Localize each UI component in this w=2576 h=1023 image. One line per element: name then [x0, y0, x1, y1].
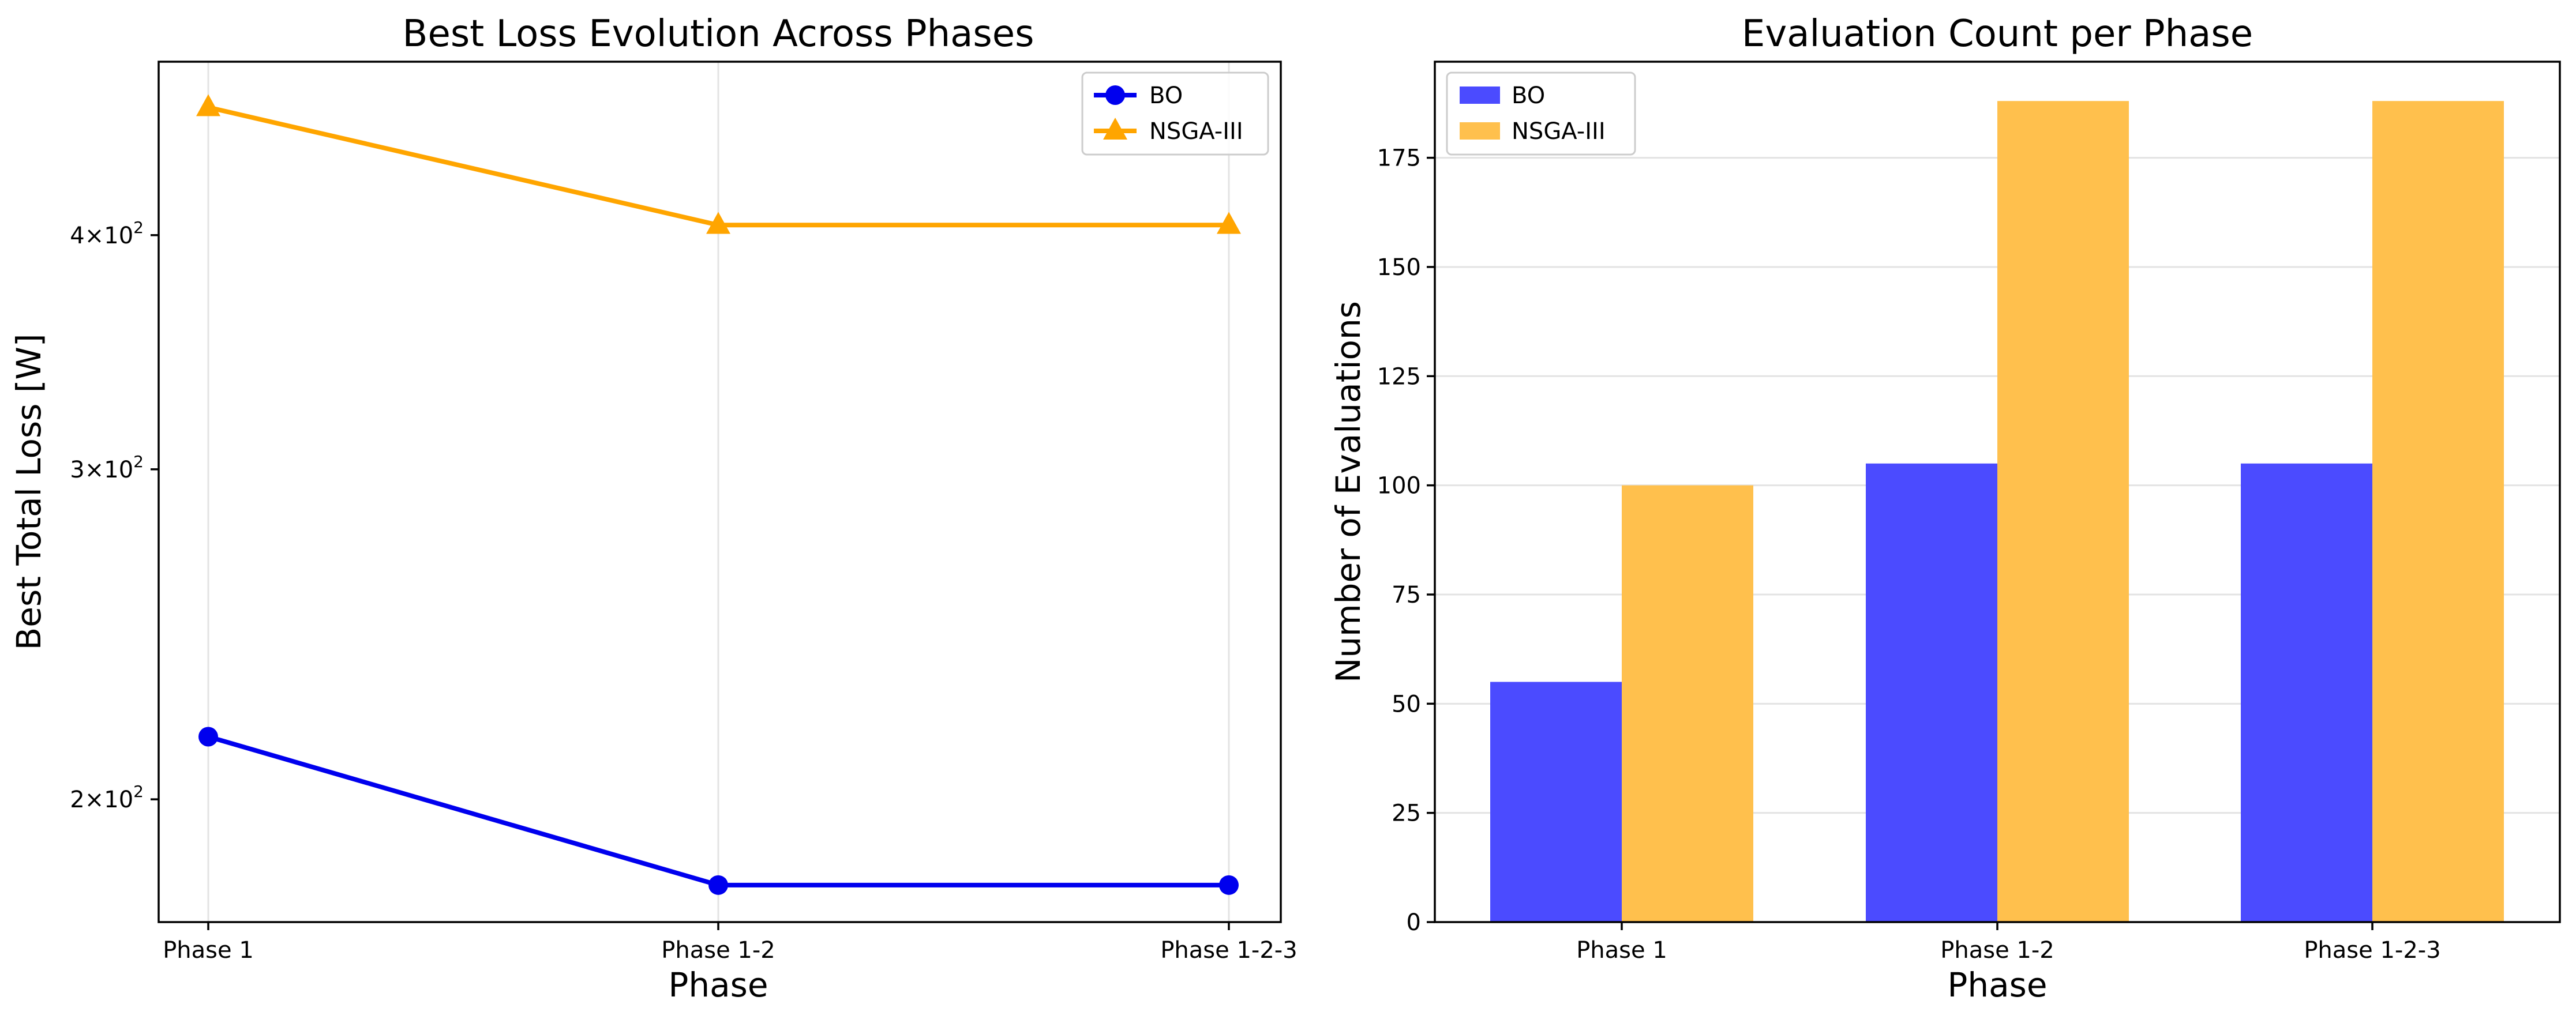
right-y-tick-label: 175	[1377, 145, 1421, 172]
left-x-axis-label: Phase	[668, 965, 768, 1005]
left-y-tick-exponent: 2	[133, 218, 144, 237]
right-y-tick-label: 50	[1392, 691, 1421, 717]
right-bar-bo	[1866, 463, 1997, 922]
left-y-axis-label: Best Total Loss [W]	[9, 333, 48, 650]
left-data-point-nsga-iii	[1217, 212, 1241, 234]
left-x-ticks: Phase 1 Phase 1-2 Phase 1-2-3	[163, 922, 1298, 964]
left-chart-title: Best Loss Evolution Across Phases	[403, 13, 1034, 55]
right-x-axis-label: Phase	[1947, 965, 2047, 1005]
left-grid	[207, 62, 1230, 922]
right-x-ticks: Phase 1 Phase 1-2 Phase 1-2-3	[1576, 922, 2441, 964]
left-legend-label: NSGA-III	[1149, 118, 1243, 145]
left-y-tick-base: 3×10	[70, 457, 133, 483]
right-y-tick-label: 150	[1377, 254, 1421, 281]
left-data-point-bo	[198, 727, 218, 747]
left-data-point-bo	[708, 875, 728, 895]
left-y-tick-label: 3×102	[70, 452, 144, 483]
right-y-axis-label: Number of Evaluations	[1329, 301, 1368, 683]
right-y-tick-label: 25	[1392, 800, 1421, 827]
right-y-tick-label: 125	[1377, 363, 1421, 390]
right-x-tick-label: Phase 1	[1576, 937, 1667, 964]
right-bars	[1490, 101, 2504, 922]
left-y-tick-label: 4×102	[70, 218, 144, 249]
right-bar-nsga-iii	[1622, 485, 1753, 922]
evaluations-bar-chart: Evaluation Count per Phase Phase 1 Phase …	[1329, 13, 2561, 1005]
right-x-tick-label: Phase 1-2	[1940, 937, 2054, 964]
left-data-point-bo	[1219, 875, 1239, 895]
right-x-tick-label: Phase 1-2-3	[2304, 937, 2440, 964]
right-y-tick-label: 0	[1407, 909, 1421, 936]
left-x-tick-label: Phase 1	[163, 937, 254, 964]
left-plot-frame	[158, 61, 1282, 923]
right-legend-swatch	[1460, 122, 1500, 140]
left-y-tick-base: 2×10	[70, 787, 133, 813]
left-data-point-nsga-iii	[196, 94, 220, 116]
right-chart-title: Evaluation Count per Phase	[1742, 13, 2253, 55]
left-legend: BO NSGA-III	[1081, 72, 1269, 156]
right-y-tick-label: 100	[1377, 473, 1421, 499]
right-bar-nsga-iii	[1997, 101, 2129, 922]
right-legend-label: NSGA-III	[1512, 118, 1606, 145]
left-legend-label: BO	[1149, 82, 1183, 109]
left-x-tick-label: Phase 1-2	[661, 937, 775, 964]
right-bar-nsga-iii	[2372, 101, 2504, 922]
left-y-tick-label: 2×102	[70, 782, 144, 813]
left-y-tick-exponent: 2	[133, 782, 144, 801]
left-legend-marker	[1105, 85, 1125, 105]
left-legend-marker	[1103, 118, 1127, 140]
left-y-tick-base: 4×10	[70, 223, 133, 249]
left-data-point-nsga-iii	[706, 212, 730, 234]
right-bar-bo	[2241, 463, 2372, 922]
right-legend: BO NSGA-III	[1446, 72, 1636, 156]
left-series	[196, 94, 1241, 895]
loss-line-chart: Best Loss Evolution Across Phases Phase …	[9, 13, 1298, 1005]
left-x-tick-label: Phase 1-2-3	[1160, 937, 1297, 964]
right-legend-label: BO	[1512, 82, 1545, 109]
right-y-ticks: 0 25 50 75 100 125 150 175	[1377, 145, 1435, 936]
right-bar-bo	[1490, 682, 1622, 922]
right-legend-swatch	[1460, 86, 1500, 104]
left-y-tick-exponent: 2	[133, 452, 144, 471]
right-y-tick-label: 75	[1392, 582, 1421, 608]
